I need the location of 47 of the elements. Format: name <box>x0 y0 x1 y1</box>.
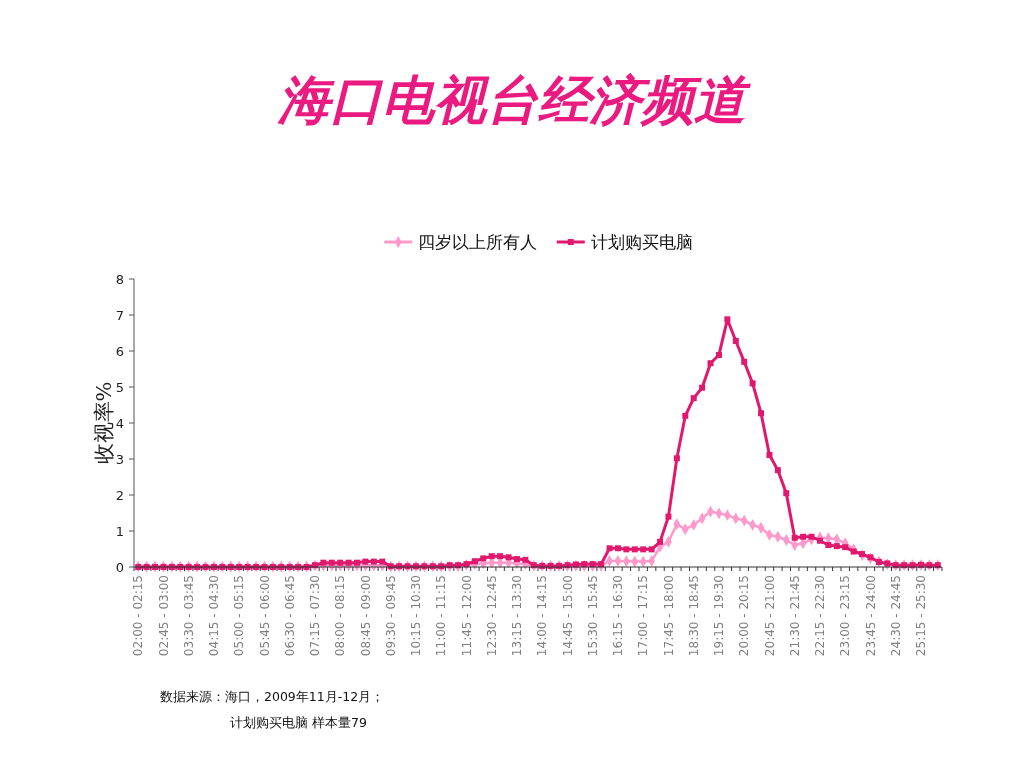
x-tick-label: 13:15 - 13:30 <box>510 575 525 657</box>
y-tick-label: 2 <box>115 487 124 503</box>
y-tick-label: 4 <box>115 415 124 431</box>
x-tick-label: 03:30 - 03:45 <box>181 575 196 657</box>
x-tick-label: 04:15 - 04:30 <box>207 575 222 657</box>
x-tick-label: 15:30 - 15:45 <box>585 575 600 657</box>
x-tick-label: 24:30 - 24:45 <box>888 575 903 657</box>
x-tick-label: 12:30 - 12:45 <box>484 575 499 657</box>
y-tick-label: 7 <box>115 307 124 323</box>
y-axis-title: 收视率% <box>92 381 117 465</box>
y-tick-label: 6 <box>115 343 124 359</box>
x-tick-label: 02:00 - 02:15 <box>131 575 146 657</box>
x-tick-label: 25:15 - 25:30 <box>914 575 929 657</box>
x-tick-label: 20:00 - 20:15 <box>737 575 752 657</box>
x-tick-label: 08:45 - 09:00 <box>358 575 373 657</box>
x-tick-label: 05:00 - 05:15 <box>232 575 247 657</box>
x-tick-label: 05:45 - 06:00 <box>257 575 272 657</box>
y-tick-label: 8 <box>115 271 124 287</box>
x-tick-label: 23:45 - 24:00 <box>863 575 878 657</box>
x-tick-label: 16:15 - 16:30 <box>611 575 626 657</box>
x-tick-label: 09:30 - 09:45 <box>383 575 398 657</box>
y-tick-label: 3 <box>115 451 124 467</box>
x-tick-label: 22:15 - 22:30 <box>813 575 828 657</box>
x-tick-label: 18:30 - 18:45 <box>686 575 701 657</box>
x-tick-label: 20:45 - 21:00 <box>762 575 777 657</box>
x-tick-label: 17:45 - 18:00 <box>661 575 676 657</box>
x-tick-label: 21:30 - 21:45 <box>787 575 802 657</box>
x-tick-label: 11:00 - 11:15 <box>434 575 449 657</box>
y-tick-label: 5 <box>115 379 124 395</box>
x-tick-label: 06:30 - 06:45 <box>282 575 297 657</box>
legend-label: 计划购买电脑 <box>590 231 693 252</box>
x-tick-label: 19:15 - 19:30 <box>712 575 727 657</box>
x-tick-label: 14:00 - 14:15 <box>535 575 550 657</box>
x-tick-label: 17:00 - 17:15 <box>636 575 651 657</box>
x-tick-label: 08:00 - 08:15 <box>333 575 348 657</box>
source-note: 数据来源：海口，2009年11月-12月； <box>160 689 385 705</box>
x-tick-label: 07:15 - 07:30 <box>308 575 323 657</box>
x-tick-label: 14:45 - 15:00 <box>560 575 575 657</box>
x-tick-label: 23:00 - 23:15 <box>838 575 853 657</box>
chart-title: 海口电视台经济频道 <box>277 70 752 130</box>
legend-label: 四岁以上所有人 <box>418 231 538 252</box>
x-tick-label: 11:45 - 12:00 <box>459 575 474 657</box>
x-tick-label: 02:45 - 03:00 <box>156 575 171 657</box>
y-tick-label: 1 <box>115 523 124 539</box>
y-tick-label: 0 <box>115 559 124 575</box>
text: 计划购买电脑 样本量79 <box>230 715 367 731</box>
x-tick-label: 10:15 - 10:30 <box>409 575 424 657</box>
